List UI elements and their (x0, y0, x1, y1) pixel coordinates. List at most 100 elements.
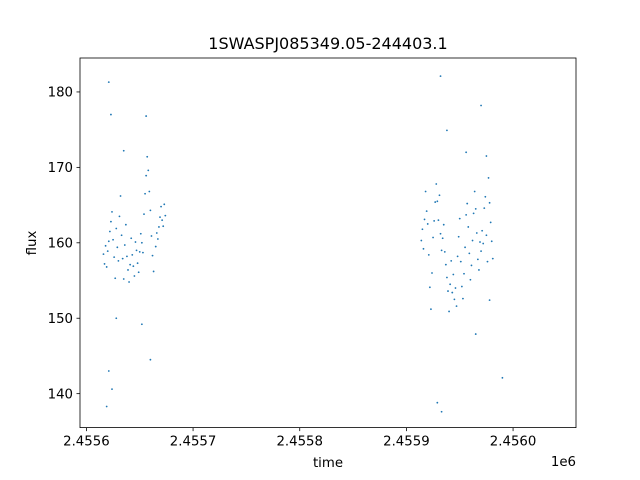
data-point (451, 291, 454, 294)
data-point (126, 255, 128, 258)
data-point (468, 252, 471, 255)
data-point (107, 370, 110, 372)
x-tick-label: 2.4558 (276, 435, 323, 450)
data-point (106, 250, 109, 253)
data-point (475, 232, 478, 234)
data-point (460, 285, 463, 288)
data-point (487, 177, 490, 179)
data-point (431, 272, 433, 274)
data-point (437, 219, 440, 222)
data-point (482, 242, 485, 245)
y-tick-label: 180 (48, 86, 73, 101)
data-point (145, 115, 148, 117)
data-point (154, 245, 157, 248)
data-point (117, 260, 120, 262)
data-point (137, 271, 140, 274)
data-point (455, 305, 458, 308)
data-point (485, 234, 488, 237)
data-point (112, 238, 114, 241)
data-point (438, 194, 441, 197)
data-point (449, 283, 452, 286)
data-point (422, 247, 425, 250)
data-point (147, 169, 150, 172)
data-point (488, 201, 491, 204)
data-point (421, 228, 424, 231)
data-point (470, 264, 473, 267)
x-axis-ticks: 2.4556 2.4557 2.4558 2.4559 2.4560 (63, 427, 536, 450)
data-point (483, 207, 486, 210)
data-point (433, 220, 436, 222)
data-point (115, 227, 118, 230)
data-point (434, 201, 437, 203)
data-point (480, 250, 482, 253)
data-point (145, 174, 148, 177)
data-point (130, 237, 133, 240)
data-point (453, 298, 456, 301)
data-point (463, 272, 465, 275)
data-point (144, 192, 146, 195)
data-point (456, 255, 459, 258)
data-point (446, 276, 448, 279)
data-point (159, 216, 161, 219)
data-point (436, 401, 439, 404)
data-point (140, 241, 143, 244)
data-point (481, 229, 484, 232)
data-point (457, 235, 460, 238)
data-point (478, 269, 480, 271)
data-point (150, 235, 153, 237)
data-point (480, 104, 482, 107)
y-tick-label: 140 (48, 387, 73, 402)
data-point (152, 270, 155, 273)
data-point (116, 246, 119, 249)
data-point (149, 358, 152, 361)
data-point (473, 190, 476, 193)
y-axis-label: flux (25, 231, 40, 256)
data-point (146, 155, 149, 158)
data-point (113, 256, 116, 259)
data-point (425, 210, 428, 213)
data-point (134, 241, 137, 243)
data-point (143, 213, 145, 216)
data-point (474, 207, 477, 210)
data-point (464, 246, 466, 249)
data-point (107, 240, 110, 243)
data-point (488, 299, 491, 302)
data-point (444, 263, 447, 266)
data-point (435, 183, 438, 185)
data-point (124, 223, 127, 226)
data-point (115, 317, 118, 320)
data-point (486, 260, 489, 263)
data-point (120, 234, 123, 237)
data-points (102, 75, 504, 413)
data-point (479, 241, 481, 243)
data-point (439, 232, 442, 235)
data-point (164, 214, 167, 217)
data-point (427, 253, 430, 256)
data-point (442, 223, 445, 226)
data-point (448, 310, 450, 313)
data-point (485, 155, 488, 157)
data-point (142, 251, 144, 254)
data-point (110, 220, 112, 223)
data-point (440, 249, 443, 252)
data-point (102, 253, 105, 256)
x-tick-label: 2.4557 (170, 435, 217, 450)
data-point (489, 221, 492, 224)
data-point (484, 195, 487, 198)
data-point (162, 225, 165, 228)
data-point (443, 250, 446, 253)
x-axis-label: time (313, 456, 343, 471)
y-tick-label: 160 (48, 237, 73, 252)
data-point (430, 308, 432, 311)
data-point (158, 226, 160, 228)
x-axis-offset-label: 1e6 (551, 455, 576, 470)
data-point (138, 250, 141, 253)
y-axis-ticks: 140 150 160 170 180 (48, 86, 80, 402)
data-point (466, 202, 469, 205)
data-point (119, 195, 122, 197)
data-point (474, 333, 477, 335)
data-point (432, 236, 434, 239)
data-point (490, 240, 493, 243)
